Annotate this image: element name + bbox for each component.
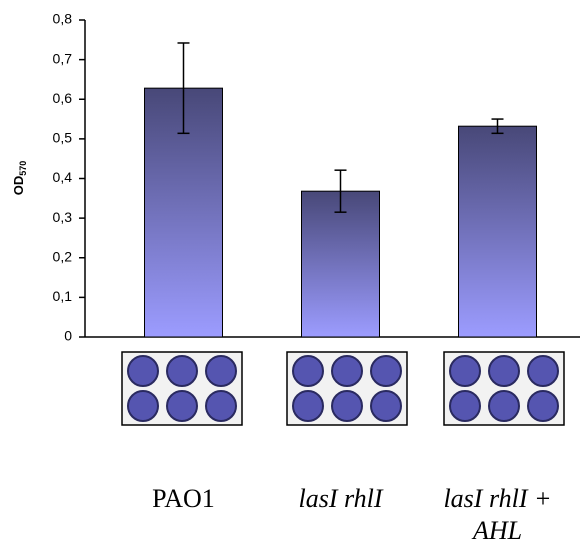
y-label-main: OD	[11, 176, 26, 196]
x-tick-label: lasI rhlI + AHL	[423, 483, 573, 547]
plate-1	[122, 352, 242, 425]
y-tick-label: 0,5	[53, 130, 73, 146]
plate-3	[444, 352, 564, 425]
y-tick-label: 0,3	[53, 209, 73, 225]
page: OD570 00,10,20,30,40,50,60,70,8 (() => {…	[0, 0, 582, 545]
x-tick-label: lasI rhlI	[266, 483, 416, 515]
y-tick-label: 0,2	[53, 248, 73, 264]
y-tick-label: 0,6	[53, 90, 73, 106]
y-tick-label: 0	[64, 328, 72, 344]
y-tick-label: 0,7	[53, 50, 73, 66]
y-tick-label: 0,4	[53, 169, 73, 185]
y-tick-label: 0,8	[53, 11, 73, 27]
y-tick-label: 0,1	[53, 288, 73, 304]
y-axis-label: OD570	[11, 161, 28, 196]
bar	[459, 126, 537, 337]
y-label-sub: 570	[18, 161, 28, 176]
bar	[302, 191, 380, 337]
plate-2	[287, 352, 407, 425]
chart: OD570 0 0,1 0,2 0,3 0,4 0,5 0,6 0,7 0,8	[0, 0, 582, 545]
x-tick-label: PAO1	[109, 483, 259, 515]
